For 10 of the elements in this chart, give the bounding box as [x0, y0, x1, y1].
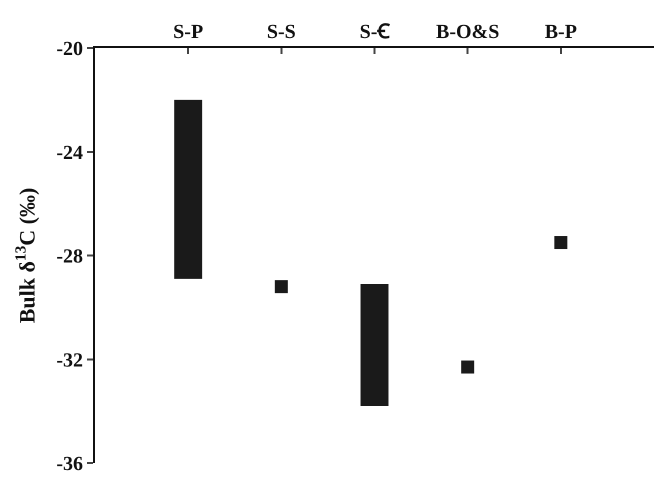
x-tick-label: B-O&S	[436, 21, 500, 43]
x-tick-label: S-S	[266, 21, 296, 43]
x-tick-label: B-P	[544, 21, 577, 43]
x-tick-label: S-Ꞓ	[360, 21, 390, 43]
y-tick-label: -20	[56, 38, 83, 60]
y-tick-label: -36	[56, 453, 83, 475]
y-tick-label: -28	[56, 246, 83, 268]
x-tick-label: S-P	[173, 21, 204, 43]
y-tick-label: -24	[56, 142, 83, 164]
y-tick-label: -32	[56, 349, 83, 372]
